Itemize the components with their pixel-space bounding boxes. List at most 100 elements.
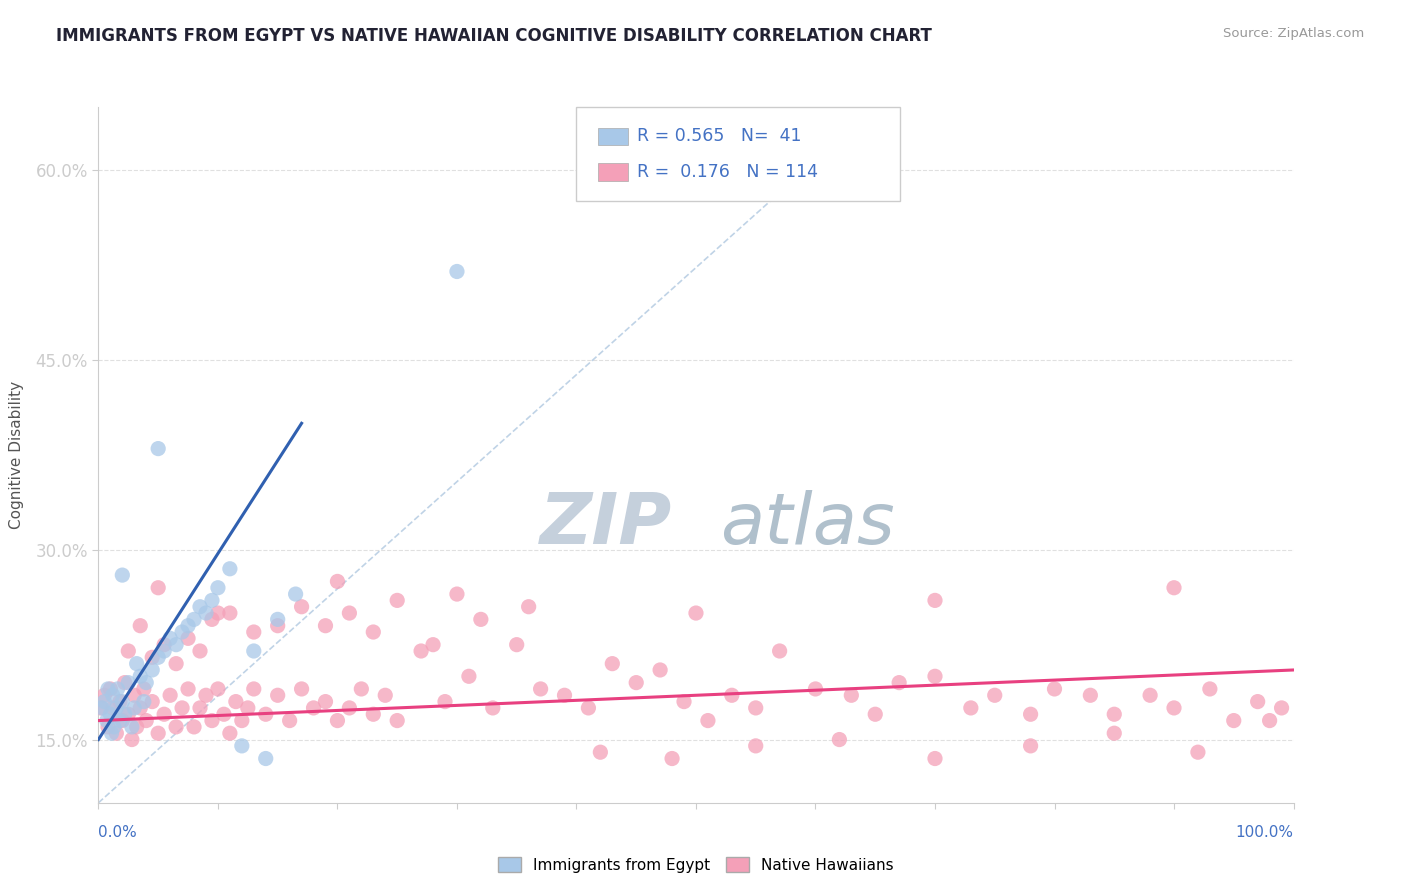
Point	[101, 688, 124, 702]
Point	[219, 562, 242, 576]
Point	[315, 695, 337, 709]
Point	[135, 714, 157, 728]
Point	[121, 732, 143, 747]
Point	[100, 726, 122, 740]
Point	[201, 612, 224, 626]
Point	[924, 593, 946, 607]
Point	[111, 695, 134, 709]
Text: 0.0%: 0.0%	[98, 825, 138, 840]
Point	[284, 587, 307, 601]
Point	[267, 618, 290, 632]
Point	[745, 739, 768, 753]
Point	[1258, 714, 1281, 728]
Point	[148, 442, 170, 456]
Point	[194, 688, 218, 702]
Point	[446, 264, 468, 278]
Point	[93, 695, 115, 709]
Point	[207, 581, 229, 595]
Point	[602, 657, 624, 671]
Point	[1246, 695, 1268, 709]
Point	[98, 707, 122, 722]
Point	[363, 707, 385, 722]
Point	[129, 701, 152, 715]
Point	[1080, 688, 1102, 702]
Point	[267, 688, 290, 702]
Text: 100.0%: 100.0%	[1236, 825, 1294, 840]
Text: ZIP: ZIP	[540, 490, 672, 559]
Point	[529, 681, 551, 696]
Point	[422, 638, 444, 652]
Point	[105, 726, 128, 740]
Point	[697, 714, 720, 728]
Point	[153, 707, 176, 722]
Point	[745, 701, 768, 715]
Point	[219, 606, 242, 620]
Point	[685, 606, 707, 620]
Point	[114, 707, 136, 722]
Point	[1043, 681, 1066, 696]
Point	[165, 657, 187, 671]
Point	[124, 701, 146, 715]
Point	[243, 644, 266, 658]
Point	[177, 632, 200, 646]
Point	[924, 751, 946, 765]
Point	[117, 675, 139, 690]
Point	[481, 701, 505, 715]
Point	[153, 638, 176, 652]
Point	[1163, 701, 1185, 715]
Point	[148, 581, 170, 595]
Point	[177, 618, 200, 632]
Point	[1271, 701, 1294, 715]
Point	[108, 695, 131, 709]
Text: R =  0.176   N = 114: R = 0.176 N = 114	[637, 163, 818, 181]
Point	[267, 612, 290, 626]
Point	[339, 606, 360, 620]
Y-axis label: Cognitive Disability: Cognitive Disability	[10, 381, 24, 529]
Point	[105, 701, 128, 715]
Point	[278, 714, 301, 728]
Point	[720, 688, 742, 702]
Point	[153, 644, 176, 658]
Point	[254, 751, 277, 765]
Point	[159, 688, 181, 702]
Point	[97, 681, 120, 696]
Point	[132, 695, 155, 709]
Point	[315, 618, 337, 632]
Point	[1019, 707, 1042, 722]
Point	[254, 707, 277, 722]
Point	[201, 714, 224, 728]
Point	[385, 593, 409, 607]
Point	[117, 644, 139, 658]
Point	[117, 707, 139, 722]
Point	[141, 663, 163, 677]
Point	[1187, 745, 1209, 759]
Point	[326, 714, 349, 728]
Point	[107, 681, 129, 696]
Point	[589, 745, 612, 759]
Point	[177, 681, 200, 696]
Point	[648, 663, 672, 677]
Point	[924, 669, 946, 683]
Point	[183, 720, 205, 734]
Point	[172, 701, 194, 715]
Point	[96, 714, 118, 728]
Point	[506, 638, 529, 652]
Point	[457, 669, 479, 683]
Point	[183, 612, 205, 626]
Point	[433, 695, 456, 709]
Point	[188, 599, 211, 614]
Point	[470, 612, 492, 626]
Point	[111, 568, 134, 582]
Point	[411, 644, 433, 658]
Point	[339, 701, 360, 715]
Point	[1019, 739, 1042, 753]
Point	[125, 657, 148, 671]
Point	[103, 720, 125, 734]
Text: Source: ZipAtlas.com: Source: ZipAtlas.com	[1223, 27, 1364, 40]
Point	[219, 726, 242, 740]
Point	[804, 681, 827, 696]
Point	[302, 701, 325, 715]
Point	[863, 707, 887, 722]
Point	[111, 714, 134, 728]
Point	[129, 618, 152, 632]
